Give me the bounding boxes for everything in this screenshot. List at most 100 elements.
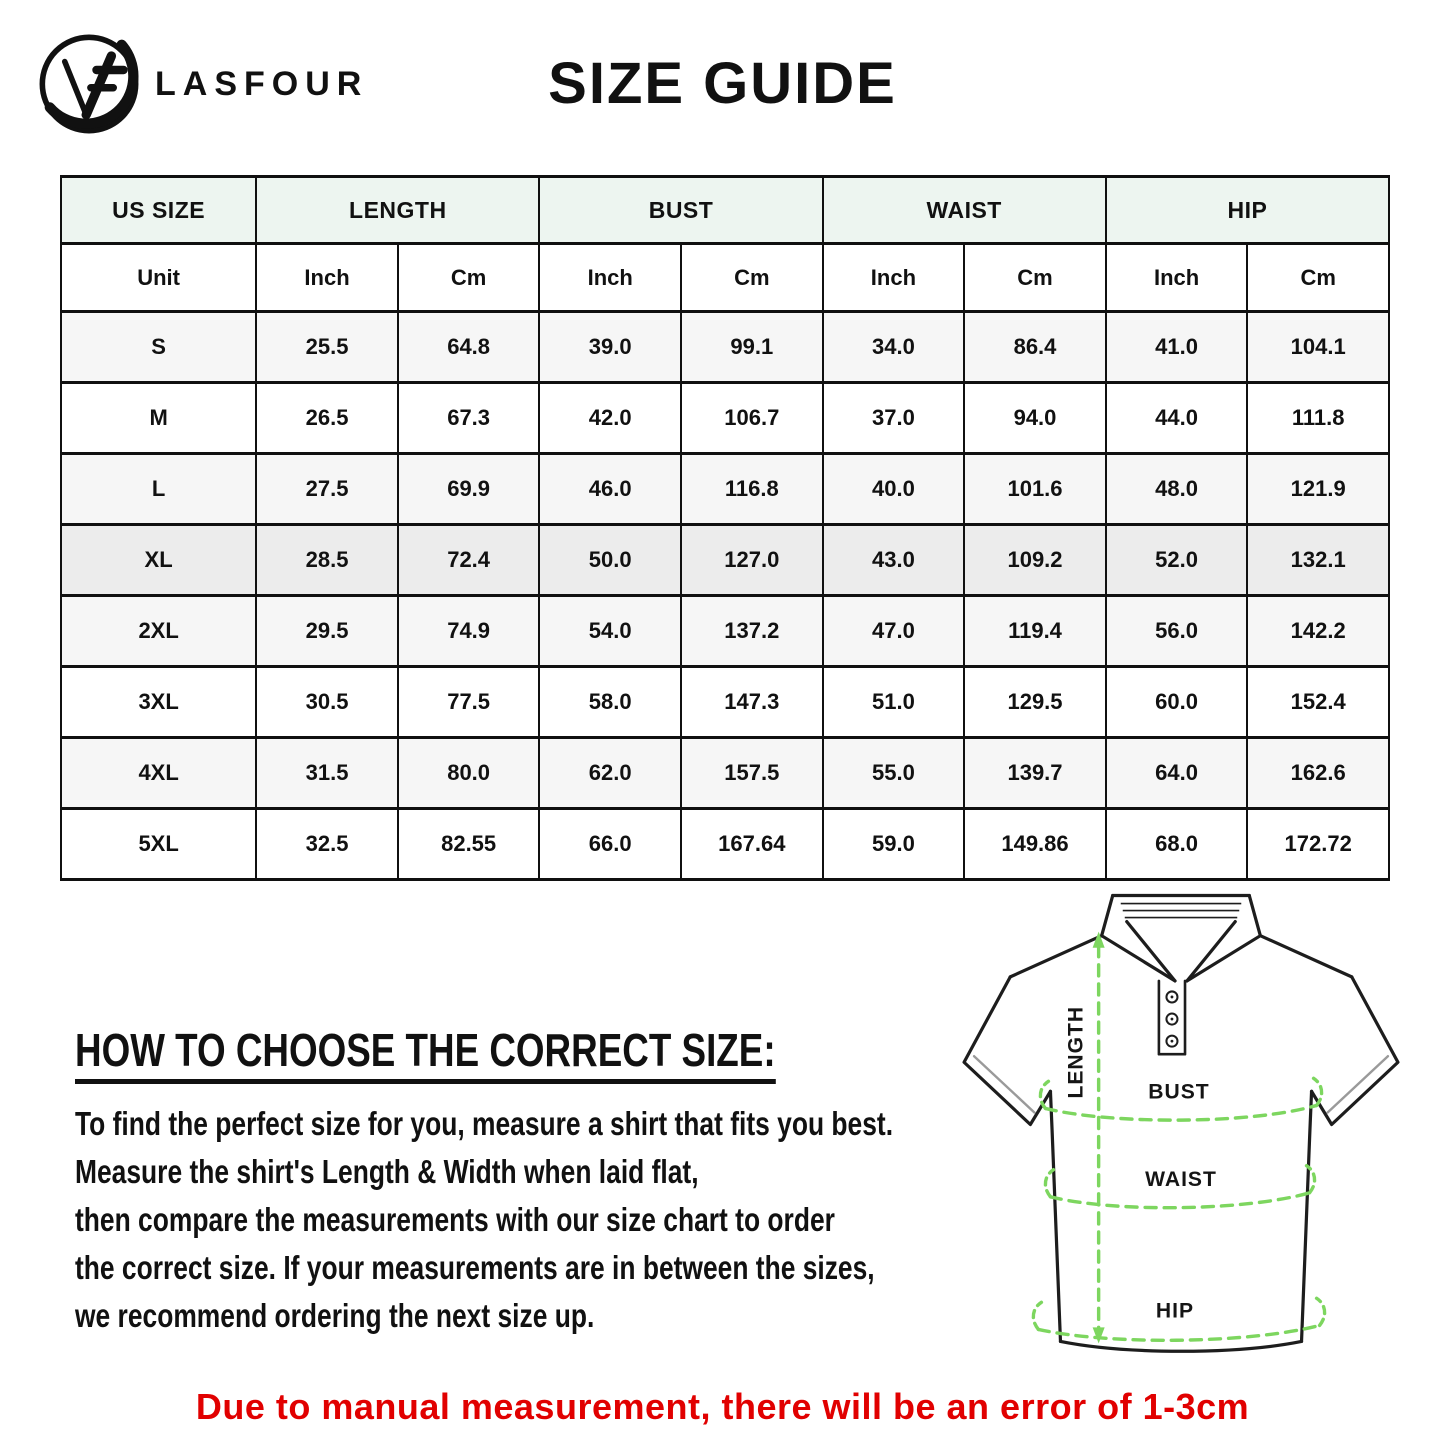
measurement-cell: 152.4 bbox=[1246, 665, 1390, 739]
disclaimer-text: Due to manual measurement, there will be… bbox=[195, 1386, 1250, 1427]
measurement-cell: 132.1 bbox=[1246, 523, 1390, 597]
measurement-cell: 109.2 bbox=[963, 523, 1107, 597]
measurement-cell: 47.0 bbox=[821, 594, 966, 668]
polo-shirt-illustration: LENGTH BUST WAIST HIP bbox=[962, 893, 1400, 1353]
table-row: 5XL 32.5 82.55 66.0 167.64 59.0 149.86 68.0 172.… bbox=[59, 807, 1390, 881]
table-row: XL 28.5 72.4 50.0 127.0 43.0 109.2 52.0 132.1 bbox=[59, 523, 1390, 597]
unit-cell: Inch bbox=[821, 242, 966, 313]
measurement-cell: 30.5 bbox=[255, 665, 399, 739]
measurement-cell: 86.4 bbox=[963, 310, 1107, 384]
how-to-text: To find the perfect size for you, measur… bbox=[75, 1100, 1005, 1340]
measurement-cell: 167.64 bbox=[680, 807, 824, 881]
how-to-line: the correct size. If your measurements a… bbox=[75, 1249, 875, 1287]
size-table: US SIZE LENGTH BUST WAIST HIP Unit Inch … bbox=[59, 175, 1391, 881]
measurement-cell: 74.9 bbox=[396, 594, 541, 668]
table-row: S 25.5 64.8 39.0 99.1 34.0 86.4 41.0 104.1 bbox=[59, 310, 1390, 384]
measurement-cell: 60.0 bbox=[1104, 665, 1249, 739]
brand: LASFOUR bbox=[33, 28, 368, 140]
unit-cell: Cm bbox=[396, 242, 541, 313]
measurement-cell: 68.0 bbox=[1104, 807, 1249, 881]
page-title: SIZE GUIDE bbox=[548, 51, 897, 116]
measurement-cell: 127.0 bbox=[680, 523, 824, 597]
measurement-cell: 55.0 bbox=[821, 736, 966, 810]
measurement-cell: 32.5 bbox=[255, 807, 399, 881]
measurement-cell: 37.0 bbox=[821, 381, 966, 455]
measurement-cell: 52.0 bbox=[1104, 523, 1249, 597]
table-row: 3XL 30.5 77.5 58.0 147.3 51.0 129.5 60.0 152.4 bbox=[59, 665, 1390, 739]
unit-cell: Inch bbox=[255, 242, 399, 313]
measurement-cell: 172.72 bbox=[1246, 807, 1390, 881]
lasfour-logo-icon bbox=[39, 34, 139, 134]
how-to-line: Measure the shirt's Length & Width when … bbox=[75, 1153, 699, 1191]
measurement-cell: 42.0 bbox=[538, 381, 683, 455]
length-label: LENGTH bbox=[1065, 1006, 1088, 1099]
measurement-cell: 27.5 bbox=[255, 452, 399, 526]
measurement-cell: 58.0 bbox=[538, 665, 683, 739]
shirt-measurement-diagram: LENGTH BUST WAIST HIP bbox=[950, 883, 1412, 1361]
size-label-cell: 2XL bbox=[59, 594, 258, 668]
measurement-cell: 162.6 bbox=[1246, 736, 1390, 810]
how-to-heading: HOW TO CHOOSE THE CORRECT SIZE: bbox=[75, 1026, 776, 1085]
unit-cell: Cm bbox=[1246, 242, 1390, 313]
hip-label: HIP bbox=[1156, 1299, 1194, 1322]
unit-cell: Inch bbox=[1104, 242, 1249, 313]
col-header-waist: WAIST bbox=[821, 175, 1107, 245]
how-to-section: HOW TO CHOOSE THE CORRECT SIZE: To find … bbox=[75, 1026, 1005, 1340]
measurement-cell: 129.5 bbox=[963, 665, 1107, 739]
measurement-cell: 64.8 bbox=[396, 310, 541, 384]
measurement-cell: 66.0 bbox=[538, 807, 683, 881]
unit-cell: Unit bbox=[59, 242, 258, 313]
measurement-cell: 50.0 bbox=[538, 523, 683, 597]
size-label-cell: 3XL bbox=[59, 665, 258, 739]
measurement-cell: 51.0 bbox=[821, 665, 966, 739]
table-header-row: US SIZE LENGTH BUST WAIST HIP bbox=[59, 175, 1391, 245]
measurement-cell: 40.0 bbox=[821, 452, 966, 526]
table-row: 4XL 31.5 80.0 62.0 157.5 55.0 139.7 64.0 162.6 bbox=[59, 736, 1390, 810]
how-to-line: then compare the measurements with our s… bbox=[75, 1201, 835, 1239]
size-label-cell: XL bbox=[59, 523, 258, 597]
measurement-cell: 149.86 bbox=[963, 807, 1107, 881]
measurement-cell: 147.3 bbox=[680, 665, 824, 739]
measurement-cell: 157.5 bbox=[680, 736, 824, 810]
table-unit-row: Unit Inch Cm Inch Cm Inch Cm Inch Cm bbox=[59, 242, 1390, 313]
measurement-cell: 28.5 bbox=[255, 523, 399, 597]
measurement-cell: 101.6 bbox=[963, 452, 1107, 526]
measurement-cell: 56.0 bbox=[1104, 594, 1249, 668]
brand-name: LASFOUR bbox=[155, 64, 369, 103]
measurement-cell: 64.0 bbox=[1104, 736, 1249, 810]
col-header-hip: HIP bbox=[1104, 175, 1391, 245]
size-label-cell: L bbox=[59, 452, 258, 526]
measurement-cell: 99.1 bbox=[680, 310, 824, 384]
measurement-cell: 72.4 bbox=[396, 523, 541, 597]
measurement-cell: 121.9 bbox=[1246, 452, 1390, 526]
size-label-cell: 5XL bbox=[59, 807, 258, 881]
size-label-cell: M bbox=[59, 381, 258, 455]
measurement-cell: 41.0 bbox=[1104, 310, 1249, 384]
unit-cell: Inch bbox=[538, 242, 683, 313]
how-to-line: we recommend ordering the next size up. bbox=[75, 1297, 595, 1335]
measurement-cell: 25.5 bbox=[255, 310, 399, 384]
measurement-cell: 62.0 bbox=[538, 736, 683, 810]
size-table-body: S 25.5 64.8 39.0 99.1 34.0 86.4 41.0 104.1 M 26.5 6… bbox=[59, 310, 1390, 881]
measurement-cell: 31.5 bbox=[255, 736, 399, 810]
table-row: L 27.5 69.9 46.0 116.8 40.0 101.6 48.0 121.9 bbox=[59, 452, 1390, 526]
measurement-cell: 80.0 bbox=[396, 736, 541, 810]
measurement-cell: 34.0 bbox=[821, 310, 966, 384]
bust-label: BUST bbox=[1148, 1080, 1209, 1103]
table-row: 2XL 29.5 74.9 54.0 137.2 47.0 119.4 56.0 142.2 bbox=[59, 594, 1390, 668]
table-row: M 26.5 67.3 42.0 106.7 37.0 94.0 44.0 111.8 bbox=[59, 381, 1390, 455]
measurement-cell: 104.1 bbox=[1246, 310, 1390, 384]
measurement-cell: 82.55 bbox=[396, 807, 541, 881]
measurement-cell: 54.0 bbox=[538, 594, 683, 668]
measurement-cell: 69.9 bbox=[396, 452, 541, 526]
unit-cell: Cm bbox=[963, 242, 1107, 313]
col-header-length: LENGTH bbox=[255, 175, 541, 245]
measurement-cell: 67.3 bbox=[396, 381, 541, 455]
measurement-cell: 111.8 bbox=[1246, 381, 1390, 455]
measurement-cell: 139.7 bbox=[963, 736, 1107, 810]
waist-label: WAIST bbox=[1145, 1168, 1217, 1191]
measurement-cell: 137.2 bbox=[680, 594, 824, 668]
measurement-cell: 119.4 bbox=[963, 594, 1107, 668]
measurement-cell: 44.0 bbox=[1104, 381, 1249, 455]
